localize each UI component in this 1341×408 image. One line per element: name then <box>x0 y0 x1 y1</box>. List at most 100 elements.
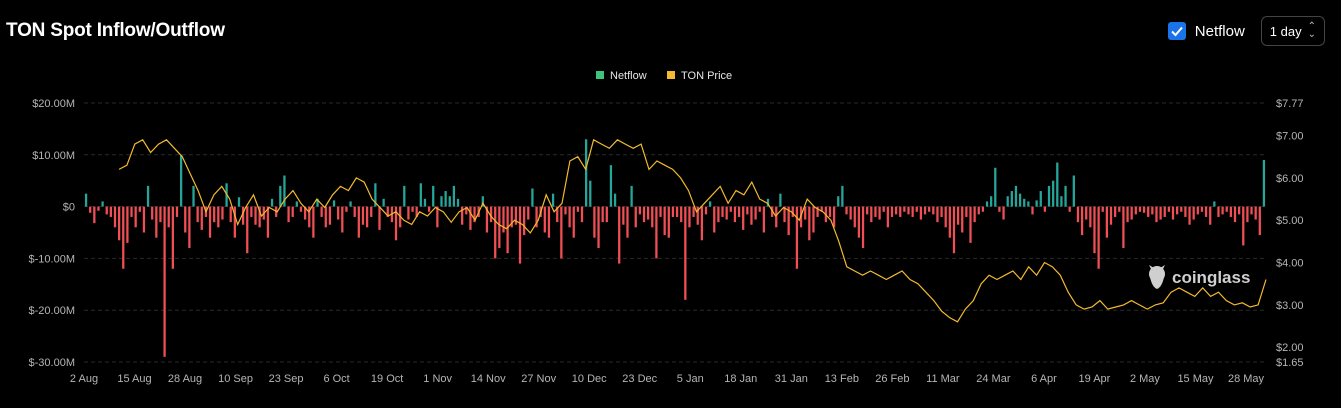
y-right-tick-label: $4.00 <box>1276 258 1304 270</box>
netflow-bar <box>766 198 770 207</box>
netflow-bar <box>89 206 92 213</box>
netflow-bar <box>473 206 476 223</box>
x-tick-label: 14 Nov <box>471 373 506 385</box>
netflow-bar <box>1180 206 1183 212</box>
legend-swatch-1 <box>667 71 675 79</box>
netflow-bar <box>146 185 150 207</box>
x-tick-label: 6 Oct <box>323 373 349 385</box>
netflow-bar <box>105 206 108 215</box>
netflow-bar <box>589 180 592 207</box>
netflow-bar <box>175 206 179 217</box>
x-tick-label: 24 Mar <box>976 373 1011 385</box>
y-right-tick-label: $7.00 <box>1276 131 1304 143</box>
y-left-tick-label: $20.00M <box>32 98 75 110</box>
netflow-bar <box>1060 196 1063 207</box>
netflow-bar <box>597 206 600 249</box>
netflow-bar <box>126 206 129 243</box>
netflow-bar <box>1213 201 1216 207</box>
netflow-bar <box>295 201 298 207</box>
netflow-bar <box>130 206 133 217</box>
netflow-bar <box>1184 206 1187 217</box>
netflow-checkbox[interactable] <box>1167 22 1186 40</box>
netflow-bar <box>308 206 311 228</box>
netflow-bar <box>444 191 447 207</box>
netflow-bar <box>907 206 910 215</box>
netflow-bar <box>1188 206 1191 225</box>
netflow-bar <box>374 183 377 207</box>
netflow-bar <box>663 206 666 236</box>
netflow-bar <box>341 206 344 233</box>
netflow-bar <box>684 206 687 300</box>
netflow-bar <box>494 206 497 259</box>
netflow-bar <box>200 206 203 230</box>
netflow-bar <box>783 206 786 223</box>
x-tick-label: 23 Sep <box>269 373 304 385</box>
netflow-bar <box>1006 196 1009 207</box>
netflow-bar <box>213 206 216 223</box>
netflow-bar <box>952 206 956 254</box>
netflow-bar <box>671 206 675 217</box>
chart-grid <box>84 102 1266 363</box>
netflow-bar <box>651 206 654 228</box>
netflow-bar <box>1147 206 1150 217</box>
netflow-bar <box>820 206 823 212</box>
x-tick-label: 15 May <box>1177 373 1214 385</box>
netflow-bar <box>506 206 509 254</box>
netflow-bar <box>915 206 918 212</box>
x-tick-label: 1 Nov <box>423 373 452 385</box>
netflow-bar <box>97 206 100 211</box>
y-right-tick-label: $5.00 <box>1276 215 1304 227</box>
netflow-bar <box>312 206 315 238</box>
netflow-bar <box>936 206 939 223</box>
netflow-bar <box>370 206 373 217</box>
netflow-bar <box>510 206 513 228</box>
interval-select[interactable]: 1 day ⌃ ⌄ <box>1260 16 1325 46</box>
netflow-bar <box>1114 206 1117 217</box>
netflow-bar <box>415 206 418 217</box>
netflow-bar <box>828 206 832 217</box>
netflow-bar <box>708 201 712 207</box>
netflow-bar <box>217 206 220 228</box>
netflow-bar <box>1118 206 1121 212</box>
y-right-tick-label: $1.65 <box>1276 357 1304 369</box>
updown-chevron-icon: ⌃ ⌄ <box>1307 21 1316 40</box>
netflow-bar <box>1167 206 1171 212</box>
netflow-bar <box>1130 206 1133 220</box>
netflow-toggle-label[interactable]: Netflow <box>1194 22 1245 40</box>
netflow-bar <box>192 185 195 207</box>
netflow-bar <box>523 206 526 236</box>
netflow-bar <box>1056 162 1059 207</box>
netflow-bar <box>882 206 885 212</box>
x-tick-label: 11 Mar <box>926 373 960 385</box>
x-tick-label: 27 Nov <box>521 373 556 385</box>
netflow-bar <box>266 206 270 238</box>
netflow-bar <box>770 206 774 217</box>
netflow-bar <box>795 206 799 269</box>
netflow-bar <box>985 201 989 207</box>
netflow-bar <box>167 206 170 228</box>
netflow-bar <box>857 206 861 238</box>
netflow-bar <box>316 198 319 207</box>
netflow-bar <box>692 206 695 217</box>
chart-legend: Netflow TON Price <box>596 70 732 82</box>
netflow-bar <box>382 198 385 207</box>
netflow-bar <box>609 165 613 207</box>
netflow-bar <box>704 206 708 215</box>
netflow-bar <box>1204 206 1208 217</box>
netflow-bar <box>919 206 923 220</box>
x-tick-label: 10 Dec <box>572 373 607 385</box>
netflow-bar <box>903 206 906 212</box>
netflow-bar <box>804 206 807 220</box>
netflow-bar <box>113 206 117 228</box>
netflow-bar <box>299 206 303 212</box>
netflow-bar <box>717 206 720 223</box>
netflow-bar <box>787 206 790 236</box>
netflow-bar <box>551 193 555 207</box>
netflow-bar <box>1010 191 1013 207</box>
legend-swatch-0 <box>596 71 604 79</box>
netflow-bar <box>750 206 753 225</box>
netflow-bar <box>357 206 360 238</box>
netflow-bar <box>1031 206 1034 215</box>
right-axis-labels: $7.77 $7.00 $6.00 $5.00 $4.00 $3.00 $2.00 $1.65 <box>1276 98 1304 369</box>
